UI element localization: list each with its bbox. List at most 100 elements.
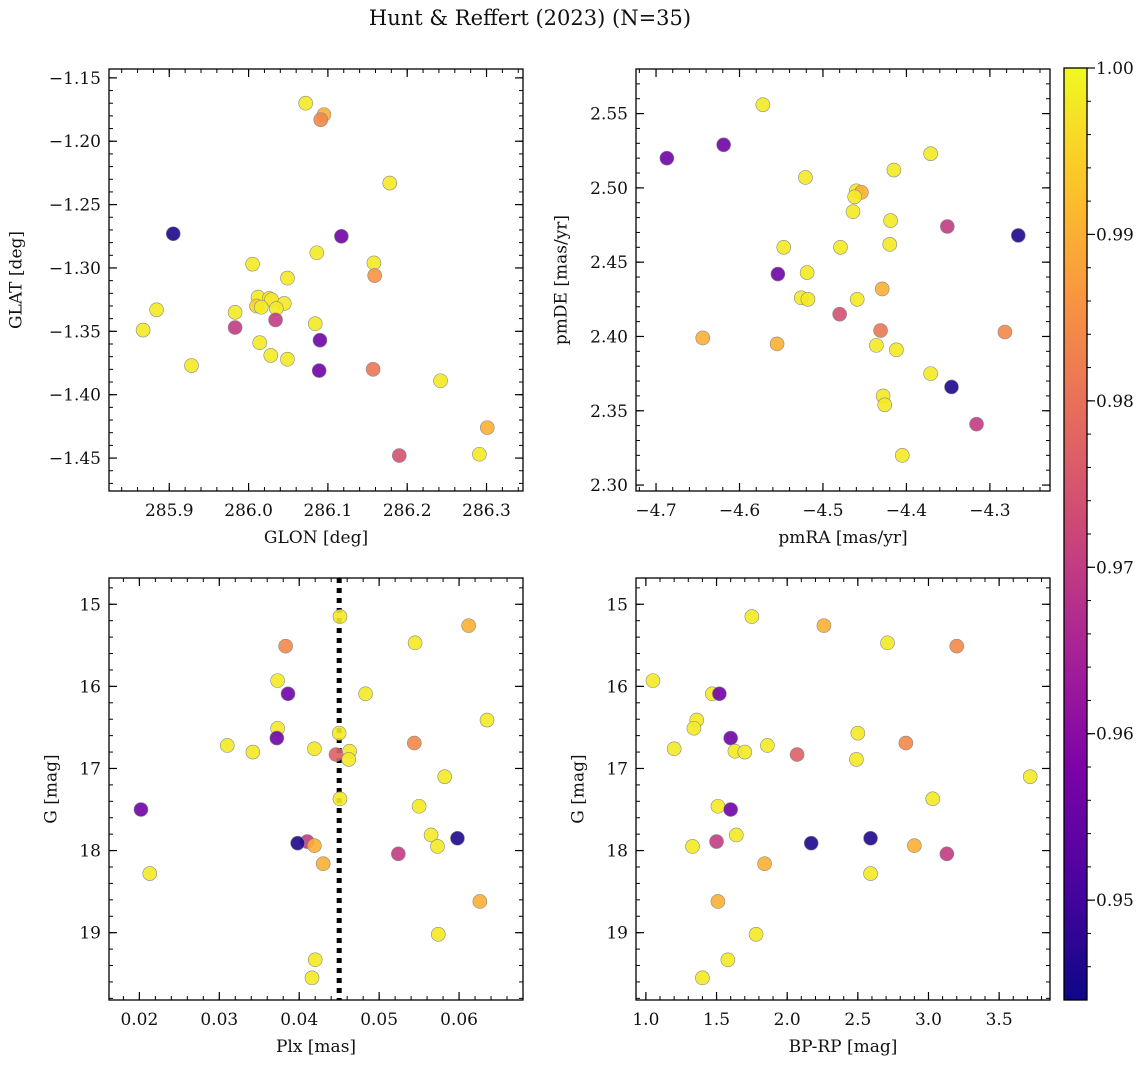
- data-point: [847, 189, 862, 205]
- data-point: [437, 769, 452, 784]
- colorbar-tick-label: 0.99: [1096, 225, 1134, 245]
- data-point: [307, 741, 322, 757]
- data-point: [710, 798, 726, 814]
- data-point: [479, 712, 495, 728]
- data-point: [800, 292, 816, 307]
- x-tick-label: 0.06: [440, 1010, 478, 1030]
- data-point: [269, 730, 285, 746]
- data-point: [729, 827, 744, 843]
- data-point: [877, 397, 893, 413]
- colorbar-gradient: [1063, 67, 1088, 1001]
- y-tick-label: 16: [79, 677, 101, 697]
- y-axis-label: pmDE [mas/yr]: [552, 215, 572, 345]
- data-point: [770, 266, 786, 282]
- x-tick-label: 286.1: [304, 501, 353, 521]
- y-tick-label: −1.20: [49, 132, 101, 152]
- data-point: [755, 97, 771, 112]
- data-point: [165, 226, 181, 242]
- y-tick-label: 2.45: [590, 253, 628, 273]
- data-point: [850, 725, 866, 741]
- data-point: [133, 802, 149, 817]
- x-axis-label: pmRA [mas/yr]: [778, 528, 907, 548]
- data-point: [290, 835, 305, 851]
- data-point: [341, 752, 357, 767]
- data-point: [799, 265, 815, 280]
- data-point: [278, 638, 293, 654]
- y-tick-label: 15: [606, 595, 628, 615]
- colorbar-tick-label: 0.96: [1096, 725, 1134, 745]
- data-point: [312, 332, 328, 348]
- data-point: [391, 448, 407, 463]
- y-tick-label: 2.55: [590, 105, 628, 125]
- x-tick-label: 2.0: [774, 1010, 801, 1030]
- y-tick-label: 19: [79, 924, 101, 944]
- data-point: [472, 894, 488, 909]
- x-tick-label: 1.5: [703, 1010, 730, 1030]
- data-point: [328, 747, 344, 762]
- data-point: [940, 219, 955, 234]
- data-point: [391, 846, 406, 862]
- data-point: [334, 228, 349, 244]
- data-point: [686, 720, 702, 736]
- data-point: [1022, 769, 1038, 784]
- y-axis-label: GLAT [deg]: [7, 231, 27, 329]
- x-tick-label: 286.3: [462, 501, 511, 521]
- y-tick-label: 19: [606, 924, 628, 944]
- data-point: [382, 175, 398, 191]
- data-point: [816, 618, 832, 633]
- data-point: [685, 839, 700, 854]
- scatter-points: [133, 609, 495, 986]
- data-point: [227, 305, 243, 320]
- data-point: [358, 686, 373, 702]
- data-point: [480, 420, 495, 435]
- colorbar-tick-label: 0.98: [1096, 392, 1134, 412]
- x-tick-label: −4.3: [969, 501, 1010, 521]
- data-point: [280, 351, 295, 367]
- colorbar: 0.95 0.96 0.97 0.98 0.99 1.00: [1063, 59, 1134, 1001]
- data-point: [227, 320, 243, 335]
- data-point: [430, 839, 445, 854]
- data-point: [142, 866, 158, 881]
- data-point: [1010, 228, 1026, 243]
- data-point: [737, 744, 753, 760]
- data-point: [803, 835, 819, 851]
- data-point: [332, 609, 348, 624]
- data-point: [716, 137, 731, 153]
- plot-area: [636, 69, 1050, 491]
- data-point: [365, 362, 381, 377]
- y-tick-label: 2.35: [590, 402, 628, 422]
- data-point: [873, 323, 888, 338]
- panel-pmra-pmde: −4.7 −4.6 −4.5 −4.4 −4.3 2.30 2.35 2.40 2.45 2.50…: [552, 68, 1051, 548]
- panel-glon-glat: 285.9 286.0 286.1 286.2 286.3 −1.45 −1.40 −1.35…: [7, 68, 524, 548]
- data-point: [939, 846, 955, 862]
- y-tick-label: −1.40: [49, 386, 101, 406]
- data-point: [710, 894, 726, 909]
- y-tick-label: 2.30: [590, 476, 628, 496]
- data-point: [135, 322, 151, 338]
- colorbar-tick-label: 1.00: [1096, 59, 1134, 79]
- data-point: [645, 673, 661, 688]
- scatter-points: [659, 97, 1026, 463]
- y-tick-label: −1.25: [49, 196, 101, 216]
- y-tick-label: 17: [79, 759, 101, 779]
- data-point: [869, 338, 884, 353]
- data-point: [760, 738, 775, 753]
- data-point: [252, 335, 267, 351]
- data-point: [907, 838, 922, 853]
- data-point: [894, 448, 910, 463]
- data-point: [898, 735, 914, 751]
- x-tick-label: 3.0: [915, 1010, 942, 1030]
- x-tick-label: −4.5: [802, 501, 843, 521]
- data-point: [311, 363, 327, 378]
- data-point: [331, 725, 347, 741]
- data-point: [298, 95, 313, 111]
- data-point: [268, 312, 283, 328]
- data-point: [832, 306, 847, 322]
- y-axis-label: G [mag]: [569, 754, 589, 823]
- x-tick-label: 0.04: [280, 1010, 318, 1030]
- data-point: [757, 856, 772, 872]
- data-point: [433, 373, 448, 389]
- data-point: [849, 292, 865, 307]
- data-point: [883, 213, 898, 228]
- axes-frame: [635, 577, 1051, 1001]
